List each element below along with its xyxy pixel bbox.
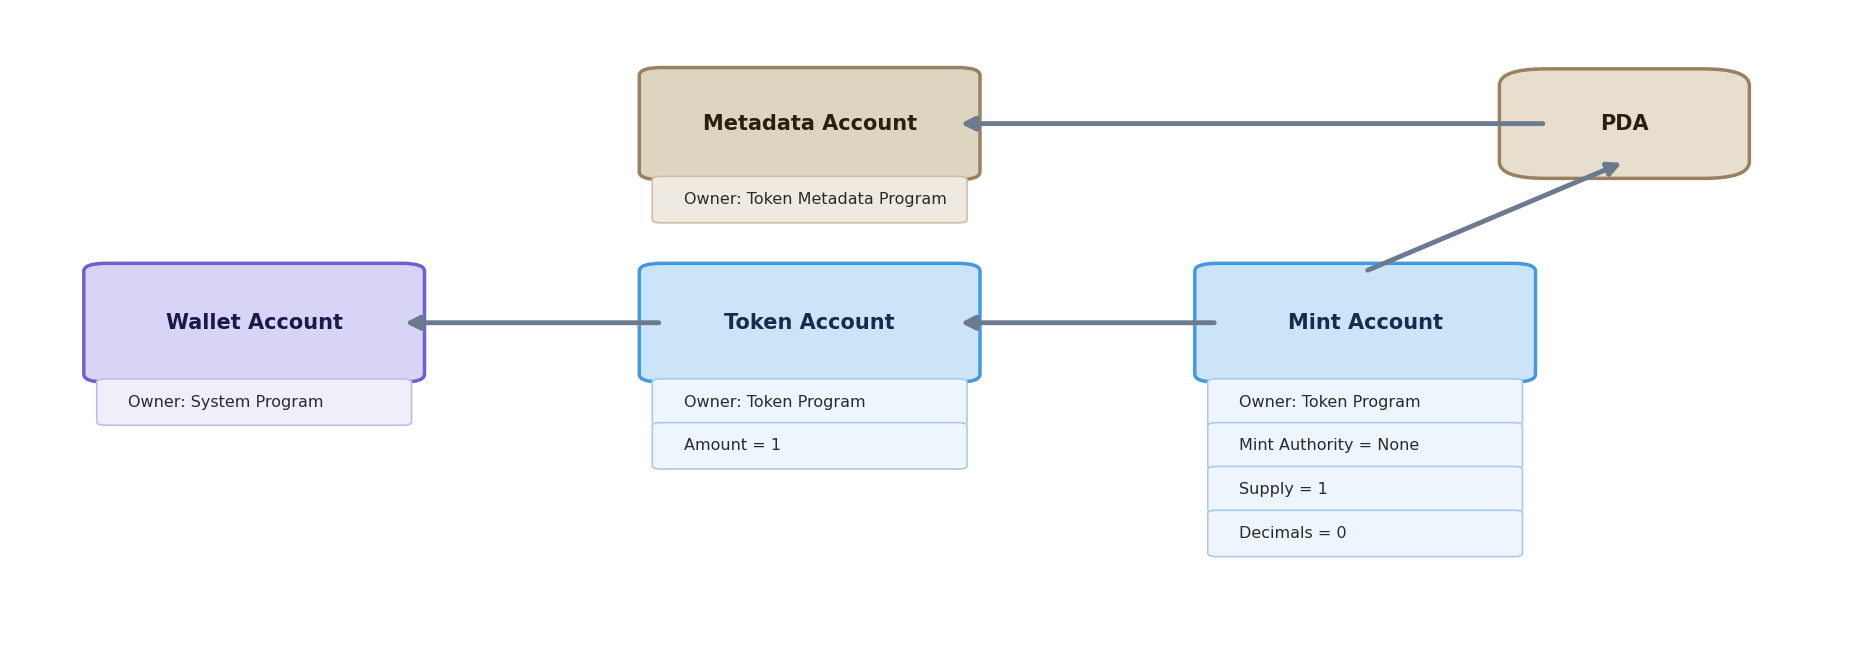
Text: Owner: Token Program: Owner: Token Program [684,394,865,409]
Text: Amount = 1: Amount = 1 [684,438,781,454]
FancyBboxPatch shape [1207,466,1523,513]
Text: Wallet Account: Wallet Account [166,312,342,333]
FancyBboxPatch shape [84,263,424,382]
Text: Metadata Account: Metadata Account [703,114,917,134]
Text: Supply = 1: Supply = 1 [1239,482,1328,497]
FancyBboxPatch shape [653,423,967,469]
FancyBboxPatch shape [1207,379,1523,425]
FancyBboxPatch shape [653,379,967,425]
FancyBboxPatch shape [1207,423,1523,469]
FancyBboxPatch shape [1194,263,1536,382]
Text: Owner: Token Metadata Program: Owner: Token Metadata Program [684,192,947,207]
Text: Mint Account: Mint Account [1287,312,1443,333]
Text: PDA: PDA [1600,114,1648,134]
Text: Owner: Token Program: Owner: Token Program [1239,394,1421,409]
Text: Mint Authority = None: Mint Authority = None [1239,438,1419,454]
FancyBboxPatch shape [640,263,980,382]
Text: Owner: System Program: Owner: System Program [128,394,324,409]
FancyBboxPatch shape [1207,510,1523,556]
Text: Token Account: Token Account [724,312,895,333]
FancyBboxPatch shape [653,176,967,223]
FancyBboxPatch shape [1499,69,1750,178]
FancyBboxPatch shape [97,379,411,425]
Text: Decimals = 0: Decimals = 0 [1239,526,1347,541]
FancyBboxPatch shape [640,68,980,179]
